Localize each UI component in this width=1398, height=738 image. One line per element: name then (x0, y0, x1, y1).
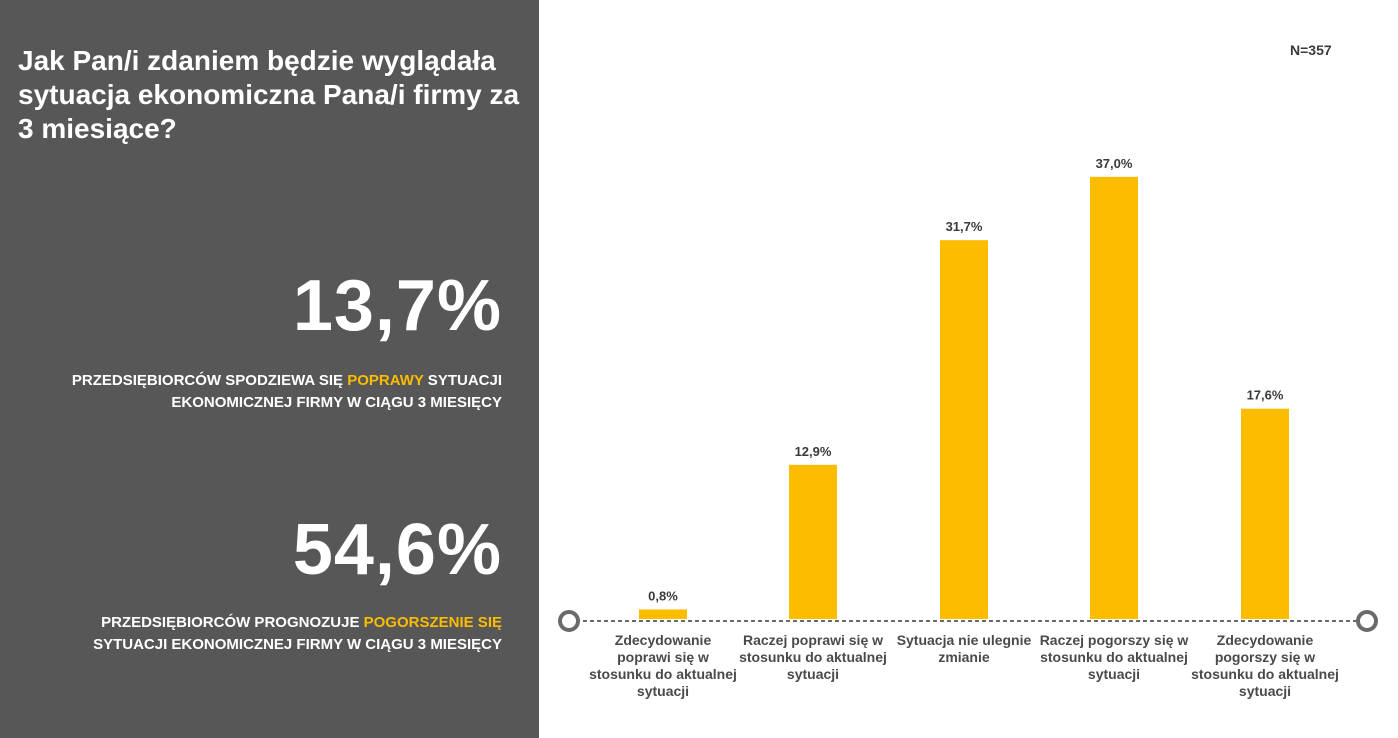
category-label: Raczej pogorszy się w stosunku do aktual… (1039, 632, 1189, 682)
deterioration-stat-value: 54,6% (292, 510, 502, 590)
axis-end-marker (1356, 610, 1378, 632)
caption-text: SYTUACJI EKONOMICZNEJ FIRMY W CIĄGU 3 MI… (93, 636, 502, 653)
bar (1241, 408, 1289, 619)
improvement-stat-caption: PRZEDSIĘBIORCÓW SPODZIEWA SIĘ POPRAWY SY… (62, 370, 502, 414)
improvement-stat-value: 13,7% (292, 266, 502, 346)
category-label: Sytuacja nie ulegnie zmianie (896, 632, 1032, 665)
bar (940, 240, 988, 619)
category-label: Zdecydowanie poprawi się w stosunku do a… (589, 632, 737, 699)
caption-text: PRZEDSIĘBIORCÓW SPODZIEWA SIĘ (71, 372, 348, 389)
bar-value-label: 37,0% (1096, 156, 1133, 171)
category-label: Zdecydowanie pogorszy się w stosunku do … (1191, 632, 1339, 699)
axis-start-marker (558, 610, 580, 632)
value-labels-group: 0,8% 12,9% 31,7% 37,0% 17,6% (648, 156, 1284, 604)
bar-value-label: 31,7% (946, 219, 983, 234)
caption-highlight: POGORSZENIE SIĘ (363, 614, 502, 631)
bar-value-label: 0,8% (648, 588, 678, 603)
bar-value-label: 17,6% (1247, 388, 1284, 403)
sample-size-label: N=357 (1290, 42, 1332, 58)
category-label: Raczej poprawi się w stosunku do aktualn… (739, 632, 887, 682)
left-panel: Jak Pan/i zdaniem będzie wyglądała sytua… (0, 0, 539, 738)
bar (789, 464, 837, 619)
bar-chart: 0,8% 12,9% 31,7% 37,0% 17,6% (558, 156, 1378, 632)
bar (639, 609, 687, 619)
bars-group (639, 176, 1289, 619)
bar (1090, 176, 1138, 619)
caption-text: PRZEDSIĘBIORCÓW PROGNOZUJE (101, 614, 364, 631)
caption-text: SYTUACJI EKONOMICZNEJ FIRMY W CIĄGU 3 MI… (171, 372, 502, 411)
question-title: Jak Pan/i zdaniem będzie wyglądała sytua… (18, 45, 520, 144)
deterioration-stat-caption: PRZEDSIĘBIORCÓW PROGNOZUJE POGORSZENIE S… (62, 612, 502, 656)
caption-highlight: POPRAWY (347, 372, 424, 389)
bar-value-label: 12,9% (795, 444, 832, 459)
